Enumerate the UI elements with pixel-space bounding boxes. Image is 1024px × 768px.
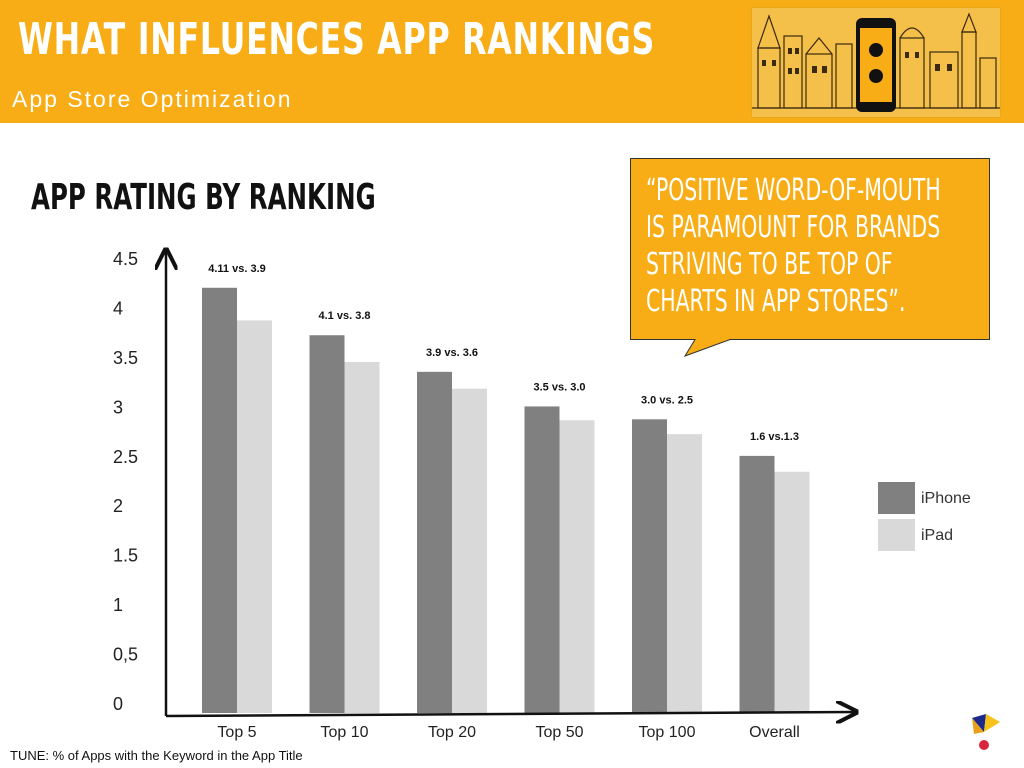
y-tick-label: 1: [113, 595, 123, 615]
bar-ipad-overall: [774, 471, 810, 713]
data-label: 4.1 vs. 3.8: [319, 310, 371, 322]
y-tick-label: 3: [113, 397, 123, 417]
y-tick-label: 2.5: [113, 447, 138, 467]
page-title: What Influences App Rankings: [18, 14, 656, 65]
bar-iphone-top-20: [417, 371, 452, 713]
x-tick-label: Top 50: [535, 724, 583, 741]
bar-iphone-top-5: [202, 287, 237, 713]
chart-title: APP RATING BY RANKING: [31, 177, 376, 218]
bar-iphone-top-50: [524, 406, 560, 713]
header-banner: What Influences App Rankings App Store O…: [0, 0, 1024, 123]
bar-ipad-top-20: [452, 388, 487, 713]
legend-label-iphone: iPhone: [921, 490, 971, 507]
bar-ipad-top-10: [344, 361, 380, 713]
y-tick-label: 0,5: [113, 645, 138, 665]
x-tick-label: Top 20: [428, 724, 476, 741]
x-axis: [165, 712, 854, 716]
x-tick-label: Top 10: [320, 724, 368, 741]
city-illustration-image: [751, 7, 1001, 118]
y-tick-label: 4: [113, 298, 123, 318]
x-tick-label: Top 100: [639, 724, 696, 741]
bar-ipad-top-50: [559, 420, 595, 713]
x-tick-label: Overall: [749, 724, 800, 741]
source-note: TUNE: % of Apps with the Keyword in the …: [10, 748, 303, 763]
quote-callout-bubble: [630, 158, 990, 357]
bar-ipad-top-5: [237, 320, 272, 713]
data-label: 1.6 vs.1.3: [750, 431, 799, 443]
page-subtitle: App Store Optimization: [12, 86, 293, 112]
legend-label-ipad: iPad: [921, 527, 954, 544]
logo-icon: [972, 714, 1000, 750]
y-tick-label: 2: [113, 496, 123, 516]
bar-iphone-top-10: [309, 335, 345, 713]
y-tick-label: 1.5: [113, 546, 138, 566]
quote-text: “Positive word-of-mouth is paramount for…: [646, 173, 941, 319]
y-tick-label: 4.5: [113, 249, 138, 269]
data-label: 3.9 vs. 3.6: [426, 347, 478, 359]
y-tick-label: 0: [113, 694, 123, 714]
data-label: 3.0 vs. 2.5: [641, 394, 693, 406]
y-tick-label: 3.5: [113, 348, 138, 368]
data-label: 3.5 vs. 3.0: [534, 381, 586, 393]
data-label: 4.11 vs. 3.9: [208, 263, 266, 275]
bar-ipad-top-100: [667, 434, 702, 713]
x-tick-label: Top 5: [217, 724, 256, 741]
legend-swatch-iphone: [878, 482, 915, 514]
bar-iphone-overall: [739, 455, 775, 713]
legend-swatch-ipad: [878, 519, 915, 551]
bar-iphone-top-100: [632, 419, 667, 713]
